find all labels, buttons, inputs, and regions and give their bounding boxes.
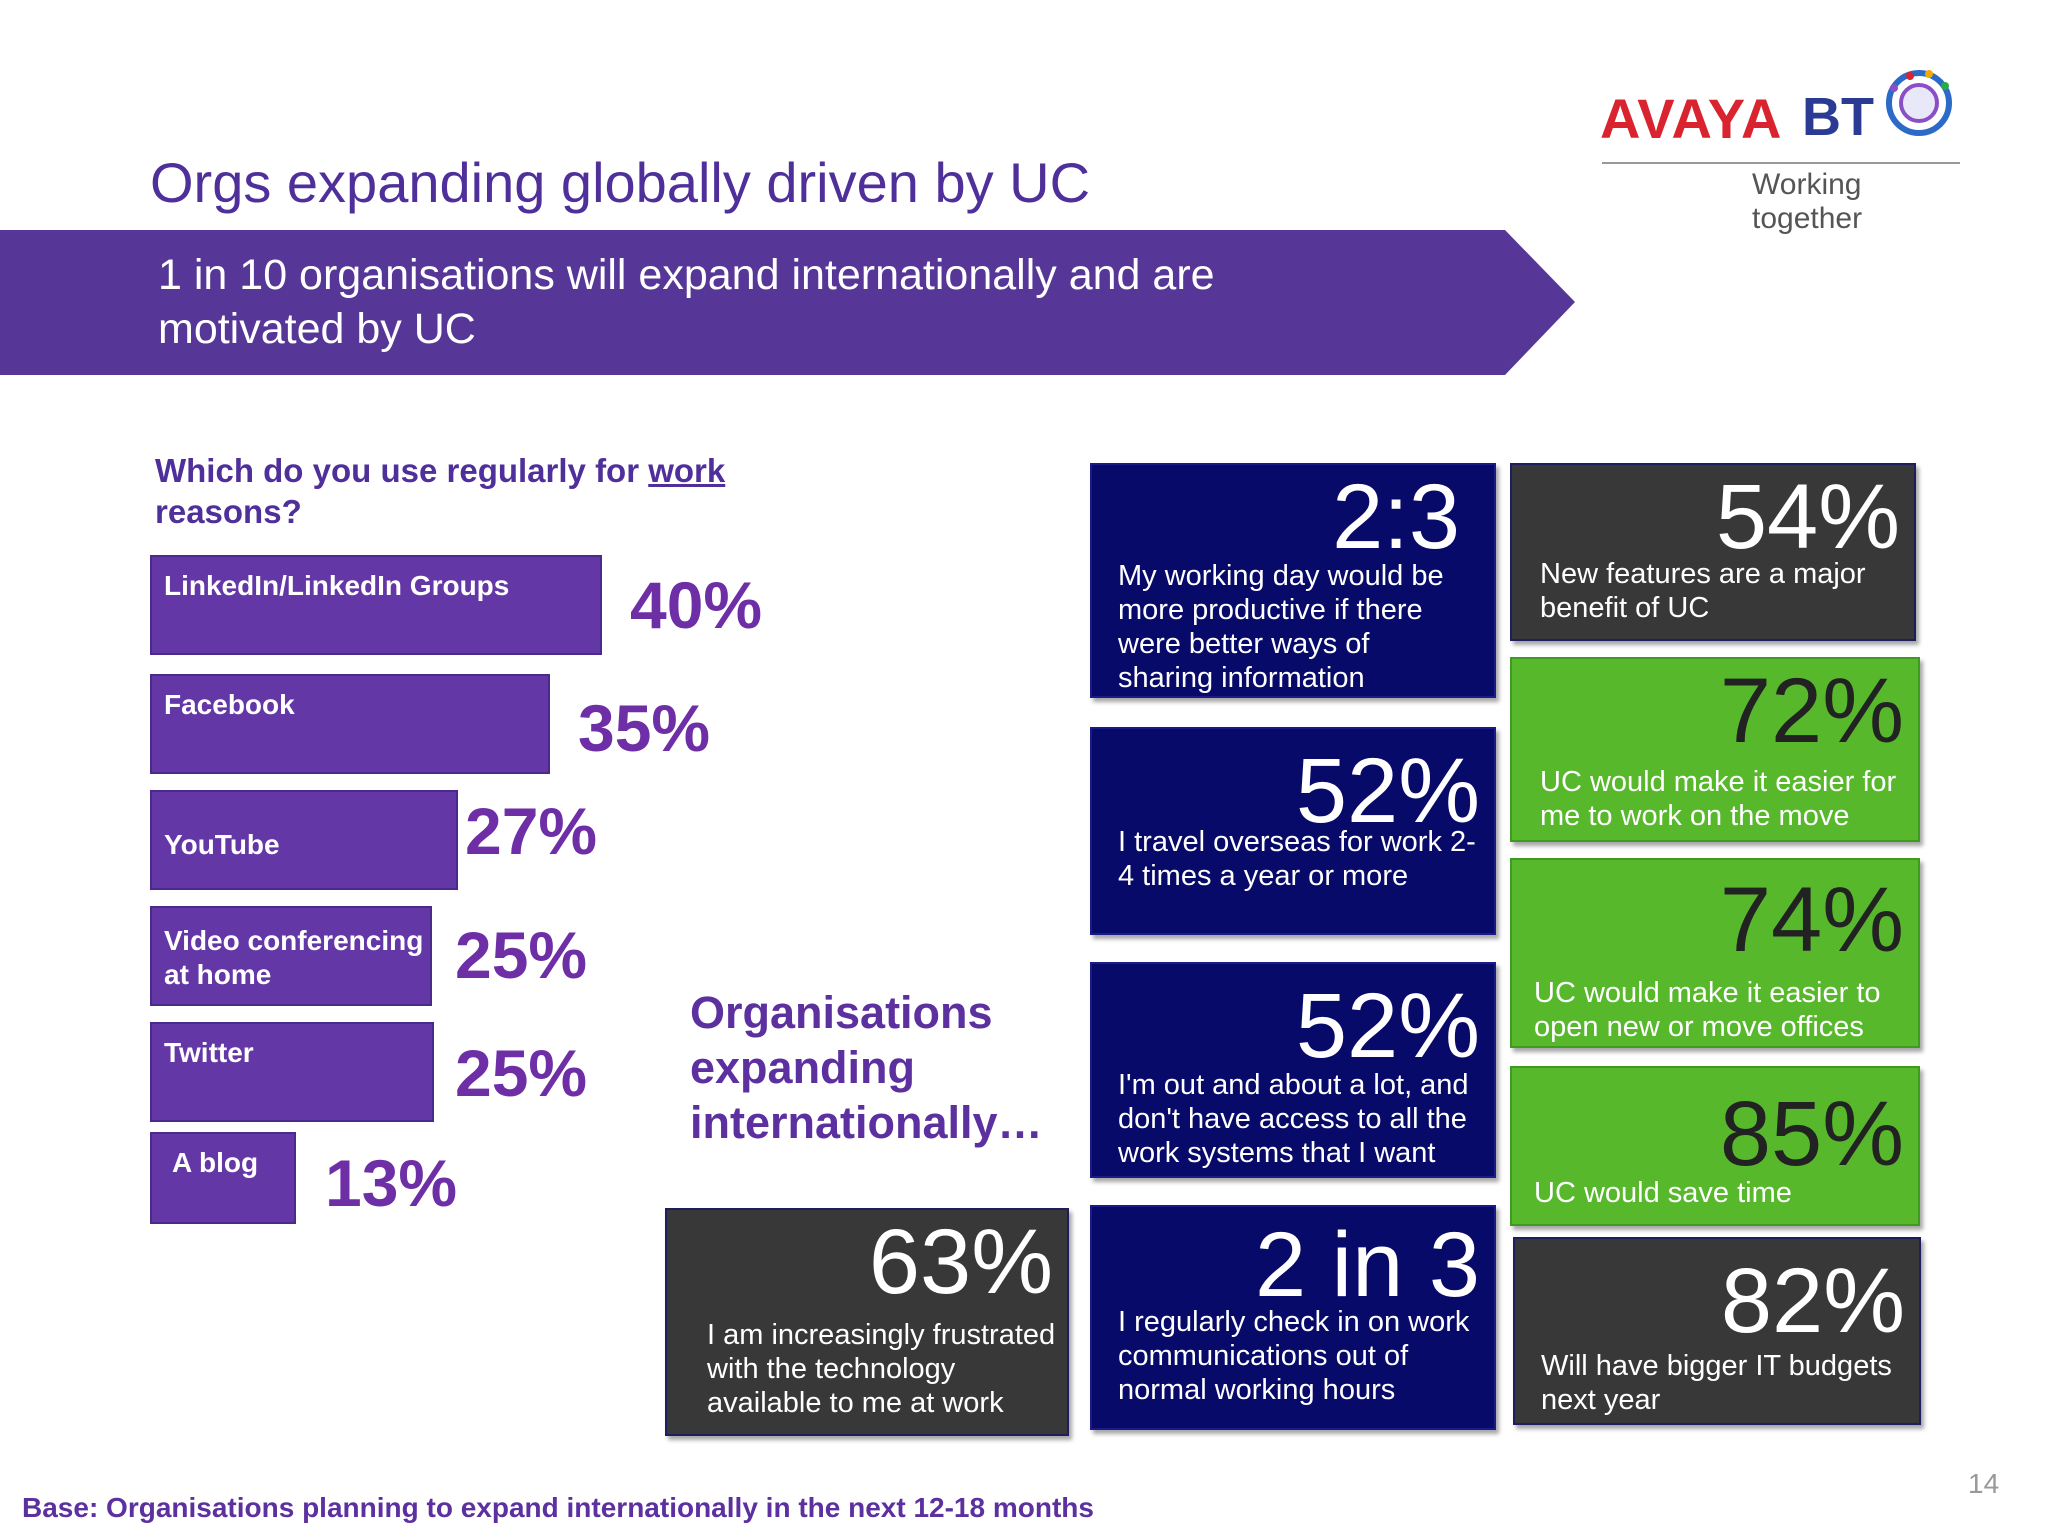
bar-percent: 25% bbox=[455, 918, 588, 992]
stat-box-new-features: 54% New features are a major benefit of … bbox=[1510, 463, 1916, 641]
stat-text: UC would make it easier to open new or m… bbox=[1534, 977, 1881, 1043]
bar-label: YouTube bbox=[164, 829, 280, 860]
base-note: Base: Organisations planning to expand i… bbox=[22, 1492, 1094, 1523]
stat-text: Will have bigger IT budgets next year bbox=[1541, 1350, 1892, 1416]
orgs-heading: Organisations expanding internationally… bbox=[690, 987, 1043, 1148]
stat-text: UC would save time bbox=[1534, 1177, 1792, 1209]
logo-divider bbox=[1602, 162, 1960, 164]
bt-globe-icon bbox=[1886, 70, 1952, 136]
stat-box-it-budgets: 82% Will have bigger IT budgets next yea… bbox=[1513, 1237, 1921, 1425]
stat-box-work-on-move: 72% UC would make it easier for me to wo… bbox=[1510, 657, 1920, 842]
bar-label: Facebook bbox=[164, 689, 295, 720]
bar-percent: 25% bbox=[455, 1036, 588, 1110]
stat-text: My working day would be more productive … bbox=[1118, 560, 1444, 694]
bar-label: Twitter bbox=[164, 1037, 254, 1068]
stat-text: I travel overseas for work 2-4 times a y… bbox=[1118, 826, 1476, 892]
page-number: 14 bbox=[1968, 1468, 2000, 1499]
bar-video-conferencing: Video conferencing at home bbox=[150, 906, 432, 1006]
bar-percent: 35% bbox=[578, 691, 711, 765]
stat-value: 2 in 3 bbox=[1254, 1214, 1480, 1316]
bar-label: A blog bbox=[172, 1147, 259, 1178]
page-title: Orgs expanding globally driven by UC bbox=[150, 151, 1091, 214]
survey-question: Which do you use regularly for work reas… bbox=[155, 452, 726, 530]
logo-area: AVAYA BT Working together bbox=[1600, 58, 1964, 235]
bar-youtube: YouTube bbox=[150, 790, 458, 890]
stat-value: 82% bbox=[1720, 1250, 1905, 1352]
stat-box-offices: 74% UC would make it easier to open new … bbox=[1510, 858, 1920, 1048]
bar-label: Video conferencing at home bbox=[164, 925, 424, 990]
bar-blog: A blog bbox=[150, 1132, 296, 1224]
bar-linkedin: LinkedIn/LinkedIn Groups bbox=[150, 555, 602, 655]
stat-box-out-and-about: 52% I'm out and about a lot, and don't h… bbox=[1090, 962, 1496, 1178]
stat-value: 72% bbox=[1719, 660, 1904, 762]
stat-value: 54% bbox=[1715, 466, 1900, 568]
stat-box-productive: 2:3 My working day would be more product… bbox=[1090, 463, 1496, 698]
bar-percent: 40% bbox=[630, 568, 763, 642]
stat-value: 74% bbox=[1719, 869, 1904, 971]
logo-tagline: Working together bbox=[1752, 168, 1863, 235]
banner-arrow bbox=[0, 230, 1575, 375]
stat-value: 52% bbox=[1295, 975, 1480, 1077]
stat-box-check-in: 2 in 3 I regularly check in on work comm… bbox=[1090, 1205, 1496, 1430]
stat-text: I am increasingly frustrated with the te… bbox=[707, 1319, 1056, 1419]
stat-box-save-time: 85% UC would save time bbox=[1510, 1066, 1920, 1226]
stat-value: 2:3 bbox=[1332, 466, 1460, 568]
bar-twitter: Twitter bbox=[150, 1022, 434, 1122]
bar-percent: 13% bbox=[325, 1146, 458, 1220]
stat-value: 85% bbox=[1719, 1083, 1904, 1185]
stat-box-travel: 52% I travel overseas for work 2-4 times… bbox=[1090, 727, 1496, 935]
stat-box-frustrated: 63% I am increasingly frustrated with th… bbox=[665, 1208, 1069, 1436]
stat-text: I'm out and about a lot, and don't have … bbox=[1118, 1069, 1469, 1169]
banner-text: 1 in 10 organisations will expand intern… bbox=[158, 251, 1215, 353]
stat-text: New features are a major benefit of UC bbox=[1540, 558, 1866, 624]
bt-logo: BT bbox=[1802, 87, 1874, 147]
stat-text: I regularly check in on work communicati… bbox=[1118, 1306, 1470, 1406]
stat-value: 63% bbox=[868, 1211, 1053, 1313]
bar-percent: 27% bbox=[465, 794, 598, 868]
bar-label: LinkedIn/LinkedIn Groups bbox=[164, 570, 510, 601]
stat-value: 52% bbox=[1295, 740, 1480, 842]
question-emphasis: work bbox=[648, 452, 726, 489]
stat-text: UC would make it easier for me to work o… bbox=[1540, 766, 1897, 832]
avaya-logo: AVAYA bbox=[1600, 87, 1783, 150]
bar-facebook: Facebook bbox=[150, 674, 550, 774]
